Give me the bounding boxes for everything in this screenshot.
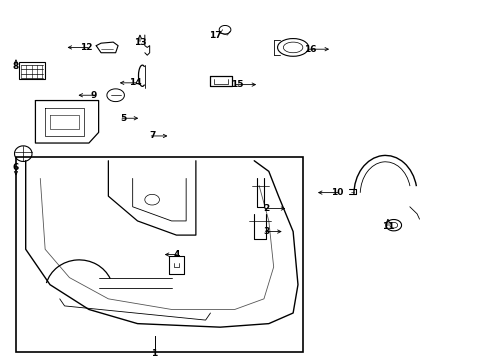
Text: 9: 9 — [90, 91, 97, 100]
Text: 11: 11 — [381, 222, 393, 231]
Text: 2: 2 — [263, 204, 269, 213]
Text: 1: 1 — [151, 349, 157, 358]
Text: 15: 15 — [230, 80, 243, 89]
Text: 16: 16 — [303, 45, 316, 54]
Text: 12: 12 — [80, 43, 93, 52]
Text: 5: 5 — [120, 114, 126, 123]
Text: 10: 10 — [330, 188, 343, 197]
Text: 17: 17 — [208, 31, 221, 40]
Text: 3: 3 — [263, 227, 269, 236]
Text: 13: 13 — [133, 37, 146, 46]
Bar — [16, 157, 302, 352]
Text: 8: 8 — [13, 62, 19, 71]
Text: 14: 14 — [128, 78, 141, 87]
Text: 6: 6 — [13, 163, 19, 172]
Bar — [20, 62, 44, 79]
Text: 4: 4 — [173, 250, 179, 259]
Text: 7: 7 — [149, 131, 155, 140]
